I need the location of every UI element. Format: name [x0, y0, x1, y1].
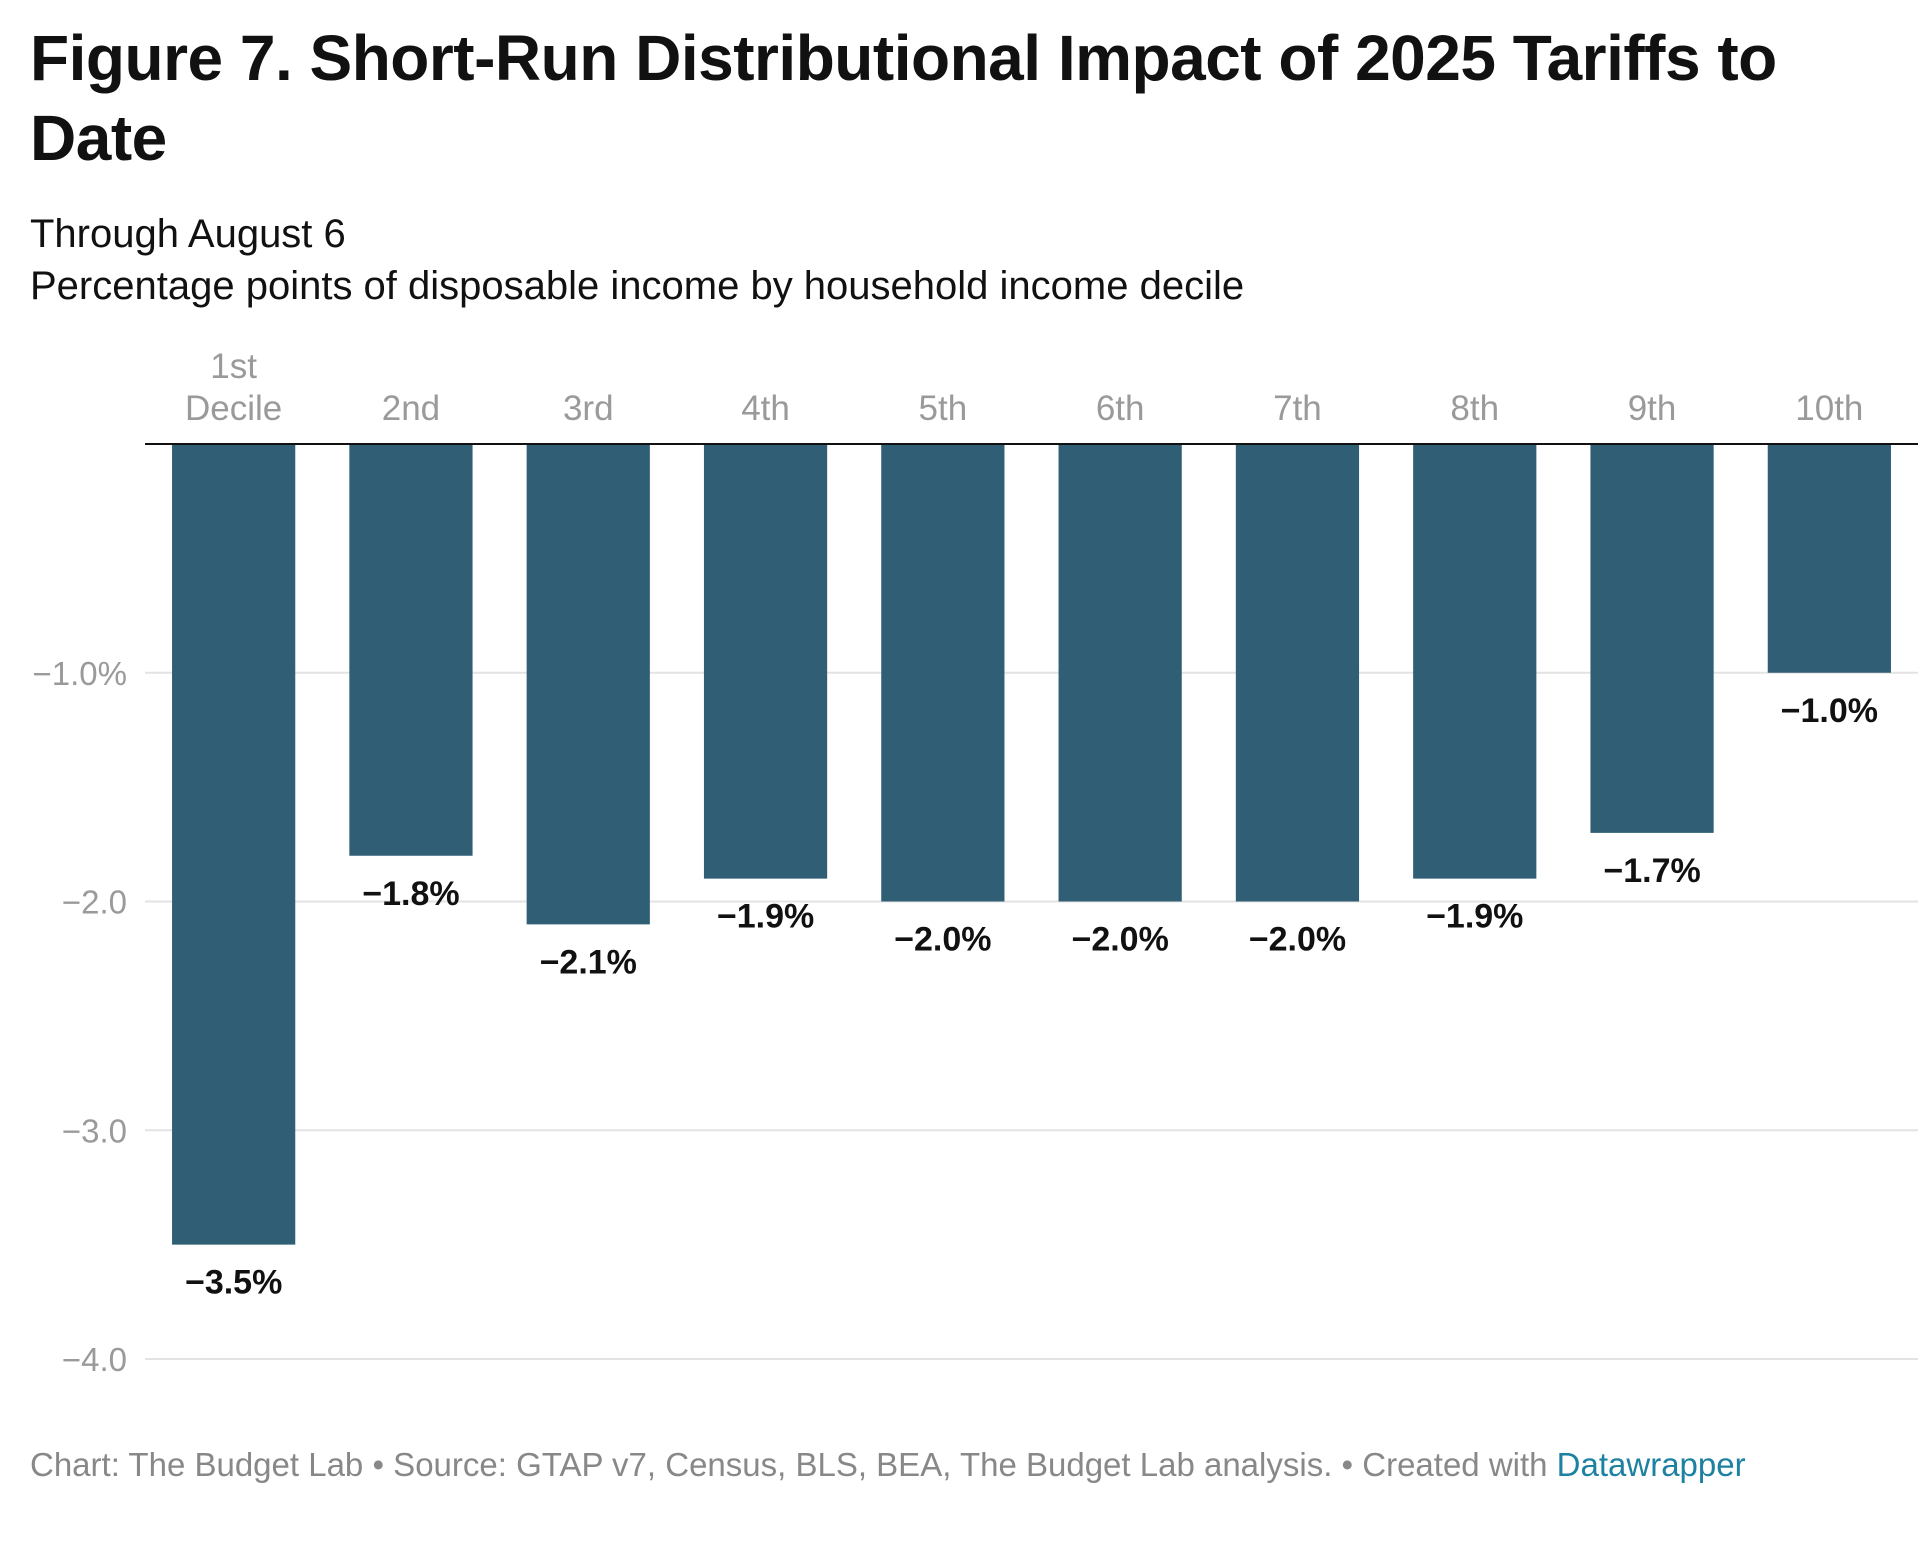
y-tick-label: −1.0% [33, 655, 128, 692]
category-label: 4th [741, 389, 790, 428]
category-label: 6th [1096, 389, 1145, 428]
category-label: 8th [1450, 389, 1499, 428]
category-label: Decile [185, 389, 282, 428]
bar-value-label: −2.0% [1249, 921, 1346, 959]
bar [1767, 444, 1891, 673]
bar [526, 444, 650, 925]
bars [172, 444, 1891, 1245]
bar-value-label: −2.0% [894, 921, 991, 959]
bar [349, 444, 473, 856]
gridlines: −1.0% −2.0 −3.0 −4.0 [33, 655, 1918, 1378]
bar-value-label: −1.8% [362, 875, 459, 913]
category-label: 2nd [382, 389, 440, 428]
category-label: 3rd [563, 389, 614, 428]
category-label: 7th [1273, 389, 1322, 428]
chart-subtitle-date: Through August 6 [30, 212, 346, 256]
y-tick-label: −4.0 [62, 1341, 127, 1378]
bar [1235, 444, 1360, 902]
bar-value-label: −2.1% [540, 943, 637, 981]
bar-value-label: −3.5% [185, 1264, 282, 1302]
bar [172, 444, 296, 1245]
bar [1413, 444, 1537, 879]
y-tick-label: −2.0 [62, 884, 127, 921]
bar [1590, 444, 1714, 833]
footer-credits: Chart: The Budget Lab • Source: GTAP v7,… [30, 1446, 1557, 1483]
bar [881, 444, 1005, 902]
category-label: 5th [919, 389, 968, 428]
category-label: 1st [210, 347, 257, 386]
category-label: 10th [1795, 389, 1863, 428]
bar [1058, 444, 1182, 902]
bar-value-label: −2.0% [1071, 921, 1168, 959]
bar [703, 444, 828, 879]
chart-footer: Chart: The Budget Lab • Source: GTAP v7,… [30, 1446, 1746, 1484]
y-tick-label: −3.0 [62, 1112, 127, 1149]
bar-value-label: −1.0% [1781, 692, 1878, 730]
datawrapper-link[interactable]: Datawrapper [1556, 1446, 1746, 1483]
chart-title: Figure 7. Short-Run Distributional Impac… [30, 22, 1777, 174]
bar-value-label: −1.9% [717, 898, 814, 936]
category-label: 9th [1628, 389, 1677, 428]
bar-value-label: −1.7% [1603, 852, 1700, 890]
chart-subtitle-units: Percentage points of disposable income b… [30, 264, 1245, 308]
bar-value-label: −1.9% [1426, 898, 1523, 936]
